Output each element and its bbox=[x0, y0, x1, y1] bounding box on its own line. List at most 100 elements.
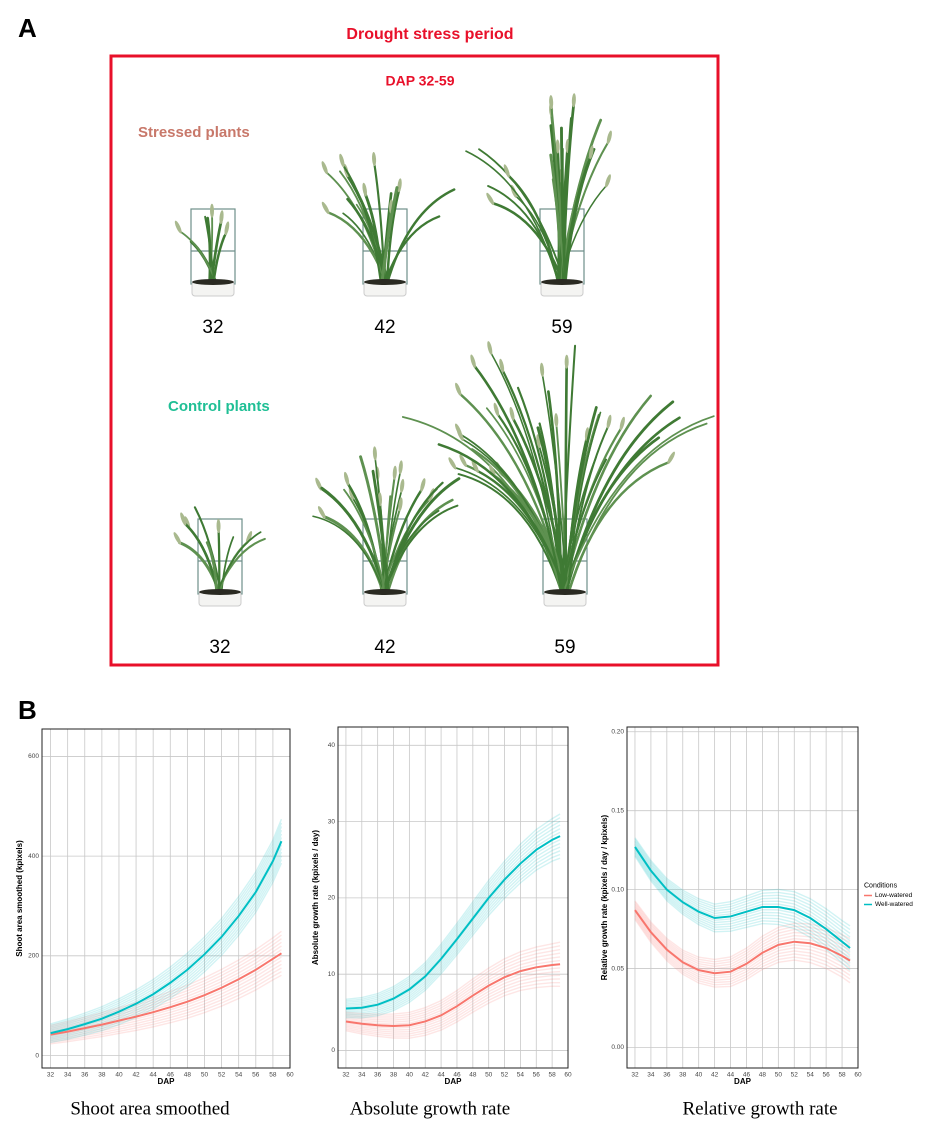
y-tick-label: 30 bbox=[328, 818, 336, 825]
x-tick-label: 42 bbox=[422, 1072, 430, 1079]
replicate-band bbox=[50, 934, 282, 1028]
x-tick-label: 58 bbox=[269, 1072, 277, 1079]
pot-rim bbox=[544, 589, 586, 595]
replicate-band bbox=[634, 855, 851, 971]
leaf bbox=[215, 537, 266, 596]
replicate-band bbox=[634, 906, 851, 970]
leaf bbox=[437, 443, 568, 596]
ear bbox=[315, 477, 323, 491]
x-tick-label: 40 bbox=[406, 1072, 414, 1079]
ear bbox=[398, 497, 403, 512]
x-tick-label: 36 bbox=[374, 1072, 382, 1079]
period-label: DAP 32-59 bbox=[385, 73, 454, 89]
plot-border bbox=[626, 726, 859, 1069]
leaf bbox=[215, 531, 262, 595]
x-tick-label: 54 bbox=[807, 1072, 815, 1079]
replicate-band bbox=[345, 824, 561, 1005]
ear bbox=[459, 454, 467, 468]
ear bbox=[564, 354, 569, 369]
group-label: Control plants bbox=[168, 398, 270, 415]
leaf bbox=[566, 425, 610, 596]
y-axis-title: Shoot area smoothed (kpixels) bbox=[15, 840, 24, 957]
x-tick-label: 56 bbox=[823, 1072, 831, 1079]
ear bbox=[216, 519, 221, 534]
series-line bbox=[345, 963, 561, 1028]
plot-border bbox=[337, 726, 569, 1069]
leaf bbox=[562, 155, 592, 286]
ear bbox=[392, 465, 397, 480]
ear bbox=[499, 358, 505, 373]
replicate-band bbox=[345, 857, 561, 1019]
day-label: 59 bbox=[554, 637, 575, 658]
plant bbox=[465, 93, 612, 297]
replicate-band bbox=[634, 837, 851, 927]
ear bbox=[210, 203, 215, 218]
y-tick-label: 10 bbox=[328, 971, 336, 978]
ear bbox=[539, 362, 545, 377]
replicate-band bbox=[634, 852, 851, 964]
leaf bbox=[380, 186, 399, 286]
replicate-band bbox=[634, 912, 851, 979]
ear bbox=[470, 354, 476, 368]
ear bbox=[588, 145, 594, 160]
pot-rim bbox=[364, 279, 406, 285]
series-line bbox=[634, 909, 851, 975]
y-tick-label: 0 bbox=[35, 1052, 39, 1059]
x-tick-label: 34 bbox=[358, 1072, 366, 1079]
replicate-band bbox=[345, 959, 561, 1025]
replicate-band bbox=[345, 853, 561, 1017]
replicate-band bbox=[634, 908, 851, 972]
replicate-band bbox=[634, 905, 851, 968]
day-label: 32 bbox=[202, 317, 223, 338]
leaf bbox=[465, 150, 560, 285]
leaf bbox=[507, 174, 560, 286]
x-axis-title: DAP bbox=[158, 1077, 176, 1086]
x-tick-label: 52 bbox=[501, 1072, 509, 1079]
replicate-band bbox=[50, 971, 282, 1043]
series-line bbox=[634, 846, 851, 949]
leaf bbox=[536, 426, 565, 596]
replicate-band bbox=[345, 842, 561, 1013]
x-axis-title: DAP bbox=[445, 1077, 463, 1086]
plant bbox=[401, 341, 715, 607]
pot-rim bbox=[541, 279, 583, 285]
x-axis-title: DAP bbox=[734, 1077, 752, 1086]
leaf bbox=[380, 508, 401, 595]
x-tick-label: 42 bbox=[132, 1072, 140, 1079]
panel-label: A bbox=[18, 13, 37, 43]
ear bbox=[180, 512, 187, 526]
replicate-band bbox=[50, 967, 282, 1042]
leaf bbox=[560, 344, 577, 596]
caption: Relative growth rate bbox=[682, 1098, 837, 1119]
replicate-band bbox=[50, 960, 282, 1039]
ear bbox=[321, 201, 330, 215]
ear bbox=[486, 192, 495, 206]
replicate-band bbox=[634, 838, 851, 931]
replicate-band bbox=[50, 822, 283, 1027]
leaf bbox=[561, 147, 567, 286]
replicate-band bbox=[634, 841, 851, 938]
replicate-band bbox=[345, 948, 561, 1019]
day-label: 42 bbox=[374, 317, 395, 338]
ear bbox=[372, 446, 377, 461]
leaf bbox=[383, 215, 441, 286]
group-label: Stressed plants bbox=[138, 124, 250, 141]
x-tick-label: 38 bbox=[98, 1072, 106, 1079]
leaf bbox=[457, 473, 563, 595]
replicate-band bbox=[345, 985, 561, 1039]
series-line bbox=[50, 952, 282, 1036]
replicate-band bbox=[50, 818, 283, 1025]
replicate-band bbox=[50, 859, 283, 1042]
y-axis-title: Relative growth rate (kpixels / day / kp… bbox=[600, 814, 609, 980]
ear bbox=[549, 95, 554, 110]
panel-label: B bbox=[18, 695, 37, 725]
leaf bbox=[220, 536, 235, 595]
plant-photos bbox=[173, 93, 715, 607]
x-tick-label: 56 bbox=[533, 1072, 541, 1079]
series-line bbox=[50, 840, 283, 1035]
leaf bbox=[485, 407, 567, 595]
day-label: 59 bbox=[551, 317, 572, 338]
replicate-band bbox=[345, 820, 561, 1004]
ear bbox=[173, 532, 182, 545]
ear bbox=[606, 130, 612, 145]
